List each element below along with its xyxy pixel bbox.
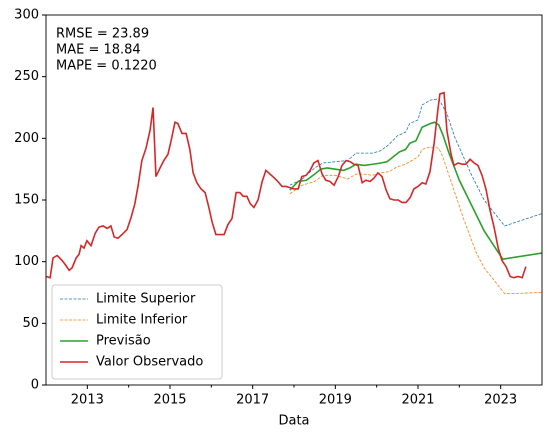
- y-tick-label: 250: [14, 69, 39, 84]
- series-line: [289, 121, 542, 261]
- y-tick-label: 0: [31, 378, 39, 393]
- legend-label: Previsão: [96, 334, 151, 349]
- y-tick-label: 100: [14, 254, 39, 269]
- x-axis-label: Data: [278, 414, 309, 429]
- x-tick-label: 2017: [236, 393, 269, 408]
- y-tick-label: 150: [14, 193, 39, 208]
- x-tick-label: 2021: [401, 393, 434, 408]
- x-tick-label: 2015: [153, 393, 186, 408]
- x-tick-label: 2019: [319, 393, 352, 408]
- y-tick-label: 200: [14, 131, 39, 146]
- x-tick-label: 2023: [484, 393, 517, 408]
- series-line: [289, 146, 542, 295]
- series-line: [289, 98, 542, 227]
- annotation: RMSE = 23.89: [56, 27, 149, 42]
- legend-label: Valor Observado: [96, 355, 203, 370]
- plot-frame: [45, 14, 543, 386]
- legend-label: Limite Inferior: [96, 313, 188, 328]
- legend-box: [51, 284, 223, 380]
- annotation: MAPE = 0.1220: [56, 59, 157, 74]
- x-tick-label: 2013: [71, 393, 104, 408]
- legend-label: Limite Superior: [96, 292, 196, 307]
- y-tick-label: 300: [14, 8, 39, 23]
- series-line: [46, 91, 527, 279]
- annotation: MAE = 18.84: [56, 43, 141, 58]
- y-tick-label: 50: [22, 316, 39, 331]
